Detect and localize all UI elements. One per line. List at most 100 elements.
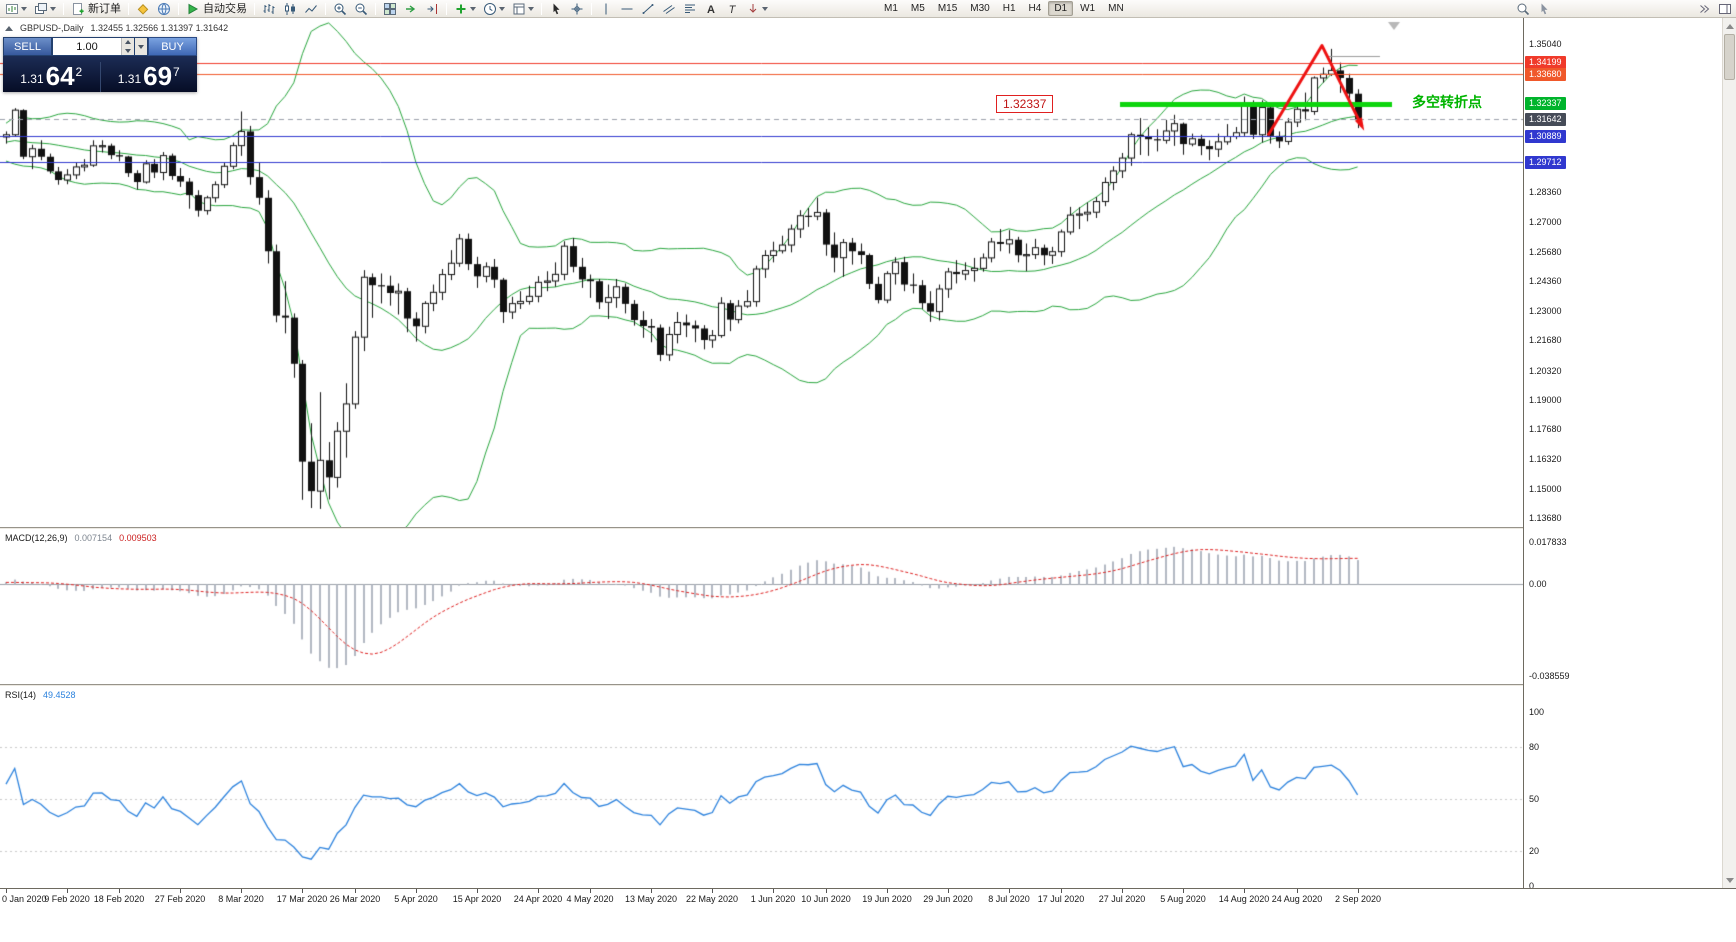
new-order-button[interactable]: 新订单 [68,1,124,17]
timeframe-button-m30[interactable]: M30 [964,1,995,16]
periods-button[interactable] [480,1,508,17]
date-axis-label: 10 Jun 2020 [801,894,851,904]
new-chart-button[interactable] [2,1,30,17]
zoom-out-button[interactable] [351,1,371,17]
template-icon [513,3,525,14]
channel-button[interactable] [659,1,679,17]
date-axis-label: 5 Apr 2020 [394,894,438,904]
metaeditor-button[interactable] [133,1,153,17]
chart-shift-button[interactable] [422,1,442,17]
scroll-up-button[interactable] [1723,19,1736,33]
toolbar-overflow-button[interactable] [1694,1,1714,17]
date-axis-label: 15 Apr 2020 [452,894,502,904]
price-axis-label: 1.27000 [1529,217,1562,228]
scrollbar-thumb[interactable] [1724,34,1735,80]
timeframe-button-h4[interactable]: H4 [1023,1,1048,16]
sell-button[interactable]: SELL [3,37,52,56]
date-axis-label: 24 Aug 2020 [1271,894,1323,904]
crosshair-button[interactable] [567,1,587,17]
date-axis-tick [1122,889,1123,893]
date-axis-label: 9 Feb 2020 [44,894,90,904]
toolbar-separator [63,2,64,15]
timeframe-button-m1[interactable]: M1 [878,1,904,16]
pivot-note-text[interactable]: 多空转折点 [1412,94,1482,110]
price-chart-canvas[interactable] [0,18,1523,527]
horizontal-line-button[interactable] [617,1,637,17]
date-axis-tick [712,889,713,893]
macd-title-text: MACD(12,26,9) [5,533,68,543]
metaeditor-icon [137,3,149,15]
date-axis-tick [590,889,591,893]
double-chevron-right-icon [1700,4,1710,13]
profiles-button[interactable] [31,1,59,17]
volume-increase-button[interactable] [122,38,134,47]
chevron-down-icon [528,6,534,11]
sell-price[interactable]: 1.31 64 2 [3,63,100,92]
autotrading-button[interactable]: 自动交易 [183,1,250,17]
crosshair-icon [571,3,583,14]
one-click-collapse-button[interactable] [5,25,13,31]
indicators-button[interactable] [451,1,479,17]
timeframe-button-mn[interactable]: MN [1102,1,1130,16]
chart-ohlc-values: 1.32455 1.32566 1.31397 1.31642 [90,23,229,33]
volume-dropdown-button[interactable] [135,37,148,56]
buy-price[interactable]: 1.31 69 7 [101,63,198,92]
scroll-down-button[interactable] [1723,873,1736,887]
text-tool-button[interactable]: A [701,1,721,17]
template-button[interactable] [509,1,537,17]
cursor-button[interactable] [546,1,566,17]
tile-windows-icon [384,2,396,15]
fibonacci-button[interactable] [680,1,700,17]
search-button[interactable] [1513,1,1533,17]
timeframe-button-w1[interactable]: W1 [1074,1,1101,16]
timeframe-button-m5[interactable]: M5 [905,1,931,16]
trendline-button[interactable] [638,1,658,17]
timeframe-button-m15[interactable]: M15 [932,1,963,16]
timeframe-button-d1[interactable]: D1 [1048,1,1074,16]
macd-axis-label: 0.017833 [1529,537,1567,547]
panel-separator[interactable] [0,684,1736,687]
date-axis-label: 26 Mar 2020 [329,894,381,904]
bar-chart-button[interactable] [259,1,279,17]
clock-icon [484,2,496,15]
volume-decrease-button[interactable] [122,46,134,55]
date-axis[interactable]: 0 Jan 2020 9 Feb 2020 18 Feb 2020 27 Feb 20… [0,888,1736,942]
macd-canvas[interactable] [0,530,1523,684]
date-axis-label: 17 Mar 2020 [276,894,328,904]
date-axis-tick [180,889,181,893]
rsi-axis-label: 100 [1529,707,1545,717]
line-chart-button[interactable] [301,1,321,17]
vertical-scrollbar[interactable] [1722,18,1736,888]
text-label-button[interactable]: T [722,1,742,17]
sell-price-head: 1.31 [20,72,44,86]
price-axis-label: 1.21680 [1529,335,1562,346]
vertical-line-button[interactable] [596,1,616,17]
candlestick-chart-button[interactable] [280,1,300,17]
panel-separator[interactable] [0,527,1736,530]
spinner-up-icon [125,40,131,45]
community-button[interactable] [154,1,174,17]
buy-button[interactable]: BUY [148,37,197,56]
toolbar: 新订单 自动交易 [0,0,1736,18]
right-axis-strip[interactable]: 1.35040 1.28360 1.27000 1.25680 1.24360 1.230… [1523,18,1736,891]
date-axis-tick [948,889,949,893]
tile-windows-button[interactable] [380,1,400,17]
pivot-level-price-label[interactable]: 1.32337 [996,95,1054,113]
panels-button[interactable] [1715,1,1735,17]
rsi-canvas[interactable] [0,687,1523,888]
chevron-down-icon [21,6,27,11]
volume-input[interactable] [53,38,121,55]
auto-scroll-button[interactable] [401,1,421,17]
channel-icon [663,4,675,14]
timeframe-button-h1[interactable]: H1 [997,1,1022,16]
date-axis-tick [302,889,303,893]
zoom-in-button[interactable] [330,1,350,17]
pointer-button[interactable] [1534,1,1554,17]
arrows-tool-button[interactable] [743,1,771,17]
date-axis-tick [6,889,7,893]
fibonacci-icon [685,4,695,13]
date-axis-tick [416,889,417,893]
chevron-down-icon [470,6,476,11]
scroll-down-icon [1725,877,1734,883]
toolbar-separator [591,2,592,15]
